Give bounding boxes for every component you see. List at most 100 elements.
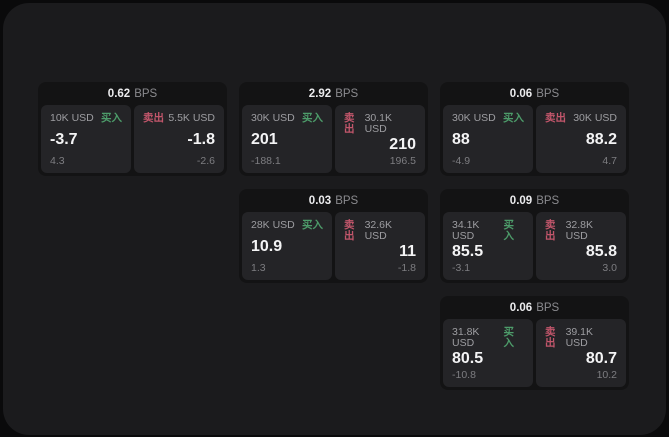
sell-sub-value: -2.6 bbox=[196, 154, 215, 167]
sell-price: 11 bbox=[399, 243, 416, 260]
sell-tag: 卖出 bbox=[545, 326, 556, 349]
quote-card: 0.06 BPS 31.8K USD 买入 80.5 -10.8 卖出 39.1… bbox=[440, 296, 629, 390]
bps-value: 2.92 bbox=[308, 87, 332, 100]
quote-card: 0.62 BPS 10K USD 买入 -3.7 4.3 卖出 5.5K USD… bbox=[38, 82, 227, 176]
buy-tag: 买入 bbox=[101, 112, 122, 124]
quote-card: 0.03 BPS 28K USD 买入 10.9 1.3 卖出 32.6K US… bbox=[239, 189, 428, 283]
sell-panel-top: 卖出 32.8K USD bbox=[545, 220, 617, 241]
buy-sub-value: 4.3 bbox=[50, 154, 65, 167]
sell-panel[interactable]: 卖出 5.5K USD -1.8 -2.6 bbox=[134, 105, 224, 173]
buy-panel-top: 30K USD 买入 bbox=[452, 113, 524, 124]
sell-price: 210 bbox=[389, 136, 416, 153]
bps-value: 0.03 bbox=[308, 194, 332, 207]
card-header: 0.06 BPS bbox=[440, 296, 629, 319]
quote-card: 2.92 BPS 30K USD 买入 201 -188.1 卖出 30.1K … bbox=[239, 82, 428, 176]
card-body: 30K USD 买入 201 -188.1 卖出 30.1K USD 210 1… bbox=[239, 105, 428, 176]
sell-panel[interactable]: 卖出 32.6K USD 11 -1.8 bbox=[335, 212, 425, 280]
quotes-panel: 0.62 BPS 10K USD 买入 -3.7 4.3 卖出 5.5K USD… bbox=[3, 3, 666, 435]
sell-price: -1.8 bbox=[187, 131, 215, 148]
buy-sub-value: -3.1 bbox=[452, 261, 471, 274]
buy-panel[interactable]: 28K USD 买入 10.9 1.3 bbox=[242, 212, 332, 280]
sell-panel-top: 卖出 32.6K USD bbox=[344, 220, 416, 241]
buy-price: 85.5 bbox=[452, 243, 484, 260]
sell-price: 85.8 bbox=[585, 243, 617, 260]
card-body: 30K USD 买入 88 -4.9 卖出 30K USD 88.2 4.7 bbox=[440, 105, 629, 176]
sell-amount: 39.1K USD bbox=[565, 326, 594, 349]
buy-tag: 买入 bbox=[503, 219, 514, 242]
buy-tag: 买入 bbox=[302, 112, 323, 124]
card-header: 0.62 BPS bbox=[38, 82, 227, 105]
card-header: 0.09 BPS bbox=[440, 189, 629, 212]
buy-amount: 30K USD bbox=[251, 112, 295, 124]
sell-sub-value: 3.0 bbox=[602, 261, 617, 274]
card-body: 28K USD 买入 10.9 1.3 卖出 32.6K USD 11 -1.8 bbox=[239, 212, 428, 283]
buy-price: 10.9 bbox=[251, 238, 283, 255]
buy-amount: 30K USD bbox=[452, 112, 496, 124]
buy-panel-top: 28K USD 买入 bbox=[251, 220, 323, 231]
buy-price: 88 bbox=[452, 131, 470, 148]
buy-panel[interactable]: 31.8K USD 买入 80.5 -10.8 bbox=[443, 319, 533, 387]
card-header: 0.03 BPS bbox=[239, 189, 428, 212]
sell-amount: 30K USD bbox=[573, 112, 617, 124]
buy-amount: 31.8K USD bbox=[452, 326, 480, 349]
bps-unit-label: BPS bbox=[134, 87, 158, 100]
buy-sub-value: -10.8 bbox=[452, 368, 476, 381]
buy-sub-value: -4.9 bbox=[452, 154, 471, 167]
card-header: 0.06 BPS bbox=[440, 82, 629, 105]
sell-sub-value: 4.7 bbox=[602, 154, 617, 167]
bps-unit-label: BPS bbox=[335, 194, 359, 207]
sell-panel-top: 卖出 30K USD bbox=[545, 113, 617, 124]
buy-price: 201 bbox=[251, 131, 278, 148]
sell-amount: 32.8K USD bbox=[565, 219, 594, 242]
bps-value: 0.06 bbox=[509, 301, 533, 314]
buy-tag: 买入 bbox=[503, 326, 514, 349]
bps-unit-label: BPS bbox=[536, 87, 560, 100]
buy-sub-value: 1.3 bbox=[251, 261, 266, 274]
buy-amount: 10K USD bbox=[50, 112, 94, 124]
sell-panel[interactable]: 卖出 30K USD 88.2 4.7 bbox=[536, 105, 626, 173]
buy-panel[interactable]: 30K USD 买入 88 -4.9 bbox=[443, 105, 533, 173]
card-body: 31.8K USD 买入 80.5 -10.8 卖出 39.1K USD 80.… bbox=[440, 319, 629, 390]
sell-panel[interactable]: 卖出 30.1K USD 210 196.5 bbox=[335, 105, 425, 173]
quote-card: 0.09 BPS 34.1K USD 买入 85.5 -3.1 卖出 32.8K… bbox=[440, 189, 629, 283]
sell-amount: 5.5K USD bbox=[168, 112, 215, 124]
sell-sub-value: 196.5 bbox=[389, 154, 416, 167]
buy-panel[interactable]: 10K USD 买入 -3.7 4.3 bbox=[41, 105, 131, 173]
quote-card: 0.06 BPS 30K USD 买入 88 -4.9 卖出 30K USD 8… bbox=[440, 82, 629, 176]
buy-panel[interactable]: 34.1K USD 买入 85.5 -3.1 bbox=[443, 212, 533, 280]
bps-value: 0.62 bbox=[107, 87, 131, 100]
sell-panel-top: 卖出 39.1K USD bbox=[545, 327, 617, 348]
card-body: 10K USD 买入 -3.7 4.3 卖出 5.5K USD -1.8 -2.… bbox=[38, 105, 227, 176]
sell-panel[interactable]: 卖出 39.1K USD 80.7 10.2 bbox=[536, 319, 626, 387]
sell-panel[interactable]: 卖出 32.8K USD 85.8 3.0 bbox=[536, 212, 626, 280]
sell-amount: 32.6K USD bbox=[364, 219, 393, 242]
buy-panel-top: 31.8K USD 买入 bbox=[452, 327, 524, 348]
buy-sub-value: -188.1 bbox=[251, 154, 281, 167]
buy-tag: 买入 bbox=[302, 219, 323, 231]
bps-value: 0.09 bbox=[509, 194, 533, 207]
buy-amount: 28K USD bbox=[251, 219, 295, 231]
sell-tag: 卖出 bbox=[344, 219, 355, 242]
card-body: 34.1K USD 买入 85.5 -3.1 卖出 32.8K USD 85.8… bbox=[440, 212, 629, 283]
sell-price: 88.2 bbox=[585, 131, 617, 148]
bps-unit-label: BPS bbox=[536, 194, 560, 207]
buy-price: 80.5 bbox=[452, 350, 484, 367]
sell-price: 80.7 bbox=[585, 350, 617, 367]
sell-sub-value: -1.8 bbox=[397, 261, 416, 274]
bps-unit-label: BPS bbox=[335, 87, 359, 100]
buy-tag: 买入 bbox=[503, 112, 524, 124]
buy-amount: 34.1K USD bbox=[452, 219, 480, 242]
sell-tag: 卖出 bbox=[344, 112, 355, 135]
buy-panel-top: 34.1K USD 买入 bbox=[452, 220, 524, 241]
sell-panel-top: 卖出 5.5K USD bbox=[143, 113, 215, 124]
sell-panel-top: 卖出 30.1K USD bbox=[344, 113, 416, 134]
sell-tag: 卖出 bbox=[143, 112, 164, 124]
sell-amount: 30.1K USD bbox=[364, 112, 393, 135]
buy-price: -3.7 bbox=[50, 131, 78, 148]
sell-tag: 卖出 bbox=[545, 112, 566, 124]
card-header: 2.92 BPS bbox=[239, 82, 428, 105]
buy-panel-top: 30K USD 买入 bbox=[251, 113, 323, 124]
buy-panel-top: 10K USD 买入 bbox=[50, 113, 122, 124]
buy-panel[interactable]: 30K USD 买入 201 -188.1 bbox=[242, 105, 332, 173]
